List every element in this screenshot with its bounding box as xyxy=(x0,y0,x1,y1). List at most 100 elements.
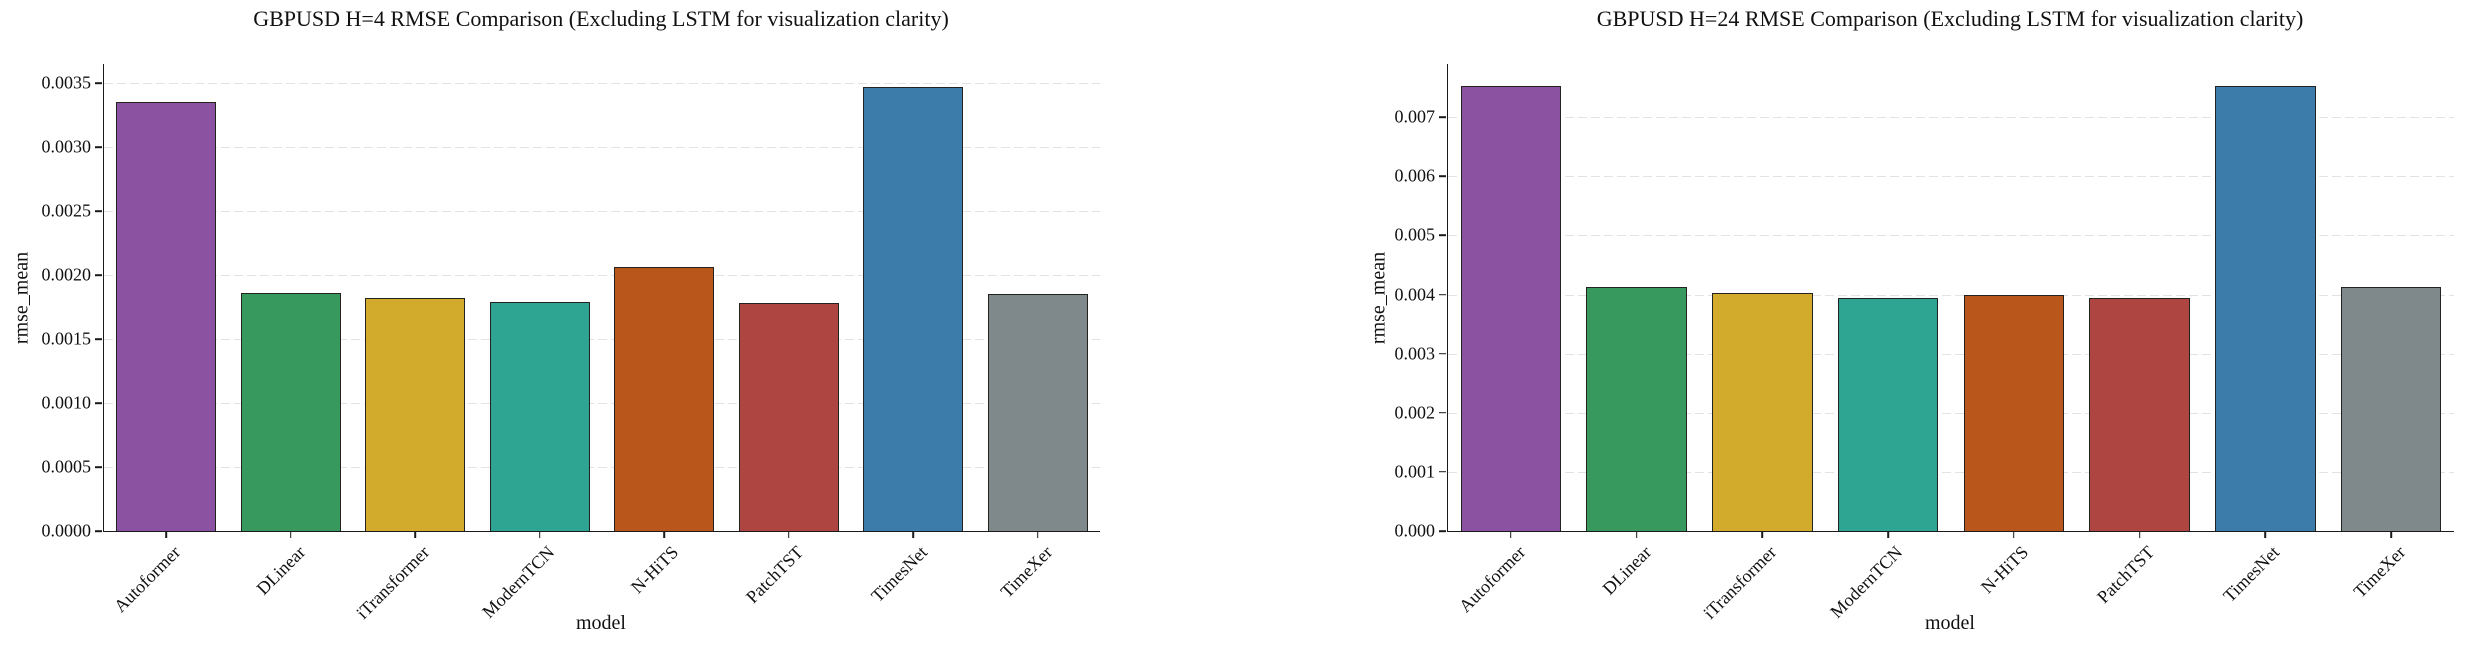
y-tick-mark xyxy=(95,530,103,532)
y-tick-mark xyxy=(1439,352,1447,355)
x-tick-mark xyxy=(1761,531,1764,538)
y-tick-mark xyxy=(95,274,103,276)
y-tick-mark xyxy=(95,210,103,212)
y-tick-mark xyxy=(1439,234,1447,237)
gridline xyxy=(1448,117,2454,119)
y-tick-mark xyxy=(1439,175,1447,178)
chart-title: GBPUSD H=4 RMSE Comparison (Excluding LS… xyxy=(253,6,949,31)
bar-patchtst xyxy=(738,303,839,531)
y-tick-label: 0.004 xyxy=(1394,284,1436,305)
bar-n-hits xyxy=(1963,294,2065,531)
bar-dlinear xyxy=(1586,286,1687,531)
y-tick-label: 0.0010 xyxy=(41,392,92,413)
y-tick-mark xyxy=(1439,293,1447,296)
bar-timexer xyxy=(987,294,1088,531)
gridline xyxy=(1448,471,2454,473)
x-tick-label: TimesNet xyxy=(867,542,932,606)
gridline xyxy=(1448,412,2454,414)
x-tick-mark xyxy=(1510,531,1512,538)
chart-title: GBPUSD H=24 RMSE Comparison (Excluding L… xyxy=(1596,6,2304,31)
x-tick-label: TimeXer xyxy=(996,542,1056,602)
bar-itransformer xyxy=(1712,292,1813,531)
x-tick-mark xyxy=(1635,531,1638,538)
x-tick-mark xyxy=(1036,531,1039,538)
plot-area: 0.0000 0.0005 0.0010 0.0015 0.0020 0.0025 0.00… xyxy=(42,64,1100,623)
x-tick-label: ModernTCN xyxy=(1826,542,1907,622)
y-tick-mark xyxy=(95,466,103,468)
bar-moderntcn xyxy=(489,301,590,531)
y-tick-label: 0.001 xyxy=(1394,461,1436,482)
x-tick-label: DLinear xyxy=(252,542,309,599)
gridline xyxy=(104,403,1100,405)
y-tick-label: 0.007 xyxy=(1394,106,1436,127)
x-tick-mark xyxy=(2390,531,2392,538)
x-tick-mark xyxy=(2138,531,2141,538)
y-axis-label: rmse_mean xyxy=(1367,251,1390,344)
bar-itransformer xyxy=(365,298,466,531)
bar-dlinear xyxy=(240,293,341,531)
bar-timesnet xyxy=(2215,85,2316,531)
gridline xyxy=(104,339,1100,341)
y-tick-label: 0.0035 xyxy=(41,72,92,93)
x-tick-label: PatchTST xyxy=(741,542,807,608)
x-tick-mark xyxy=(414,531,417,538)
x-tick-mark xyxy=(2013,531,2015,538)
x-tick-mark xyxy=(289,531,292,538)
y-tick-label: 0.006 xyxy=(1394,165,1436,186)
x-tick-label: TimeXer xyxy=(2349,542,2410,602)
gridline xyxy=(1448,353,2454,355)
y-tick-label: 0.005 xyxy=(1394,224,1436,245)
y-tick-mark xyxy=(1439,116,1447,118)
bar-autoformer xyxy=(1460,86,1562,531)
x-tick-mark xyxy=(787,531,790,538)
bar-n-hits xyxy=(614,267,715,531)
y-tick-label: 0.0015 xyxy=(41,328,92,349)
x-tick-label: N-HiTS xyxy=(1976,542,2033,598)
y-tick-mark xyxy=(1439,471,1447,473)
x-tick-label: iTransformer xyxy=(1699,542,1781,623)
y-tick-label: 0.0025 xyxy=(41,200,92,221)
x-tick-mark xyxy=(165,531,168,538)
y-tick-mark xyxy=(95,338,103,340)
bar-autoformer xyxy=(116,102,217,531)
x-tick-mark xyxy=(1887,531,1889,538)
y-tick-mark xyxy=(1439,530,1447,532)
gridline xyxy=(1448,294,2454,296)
gridline xyxy=(104,275,1100,277)
x-tick-label: Autoformer xyxy=(110,542,185,617)
x-tick-label: ModernTCN xyxy=(477,542,558,622)
y-tick-label: 0.0000 xyxy=(41,520,92,541)
x-tick-label: N-HiTS xyxy=(627,542,683,598)
y-tick-label: 0.0020 xyxy=(41,264,92,285)
bar-patchtst xyxy=(2089,298,2190,531)
y-tick-label: 0.000 xyxy=(1394,520,1436,541)
bar-timexer xyxy=(2340,287,2442,531)
gridline xyxy=(104,147,1100,149)
y-axis-label: rmse_mean xyxy=(10,251,33,344)
gridline xyxy=(104,83,1100,85)
y-tick-mark xyxy=(95,402,103,404)
y-tick-label: 0.003 xyxy=(1394,343,1436,364)
gridline xyxy=(1448,176,2454,178)
x-axis-label: model xyxy=(576,612,626,634)
x-tick-label: PatchTST xyxy=(2092,542,2158,608)
gridline xyxy=(104,467,1100,469)
y-tick-mark xyxy=(1439,411,1447,414)
x-tick-mark xyxy=(2264,531,2267,538)
plot-area: 0.000 0.001 0.002 0.003 0.004 0.005 0.006 0.007… xyxy=(1395,64,2454,623)
bar-moderntcn xyxy=(1837,297,1939,531)
y-tick-label: 0.0005 xyxy=(41,456,92,477)
y-tick-label: 0.0030 xyxy=(41,136,92,157)
x-tick-label: Autoformer xyxy=(1454,542,1530,617)
gridline xyxy=(1448,235,2454,237)
x-tick-mark xyxy=(663,531,666,538)
gridline xyxy=(104,211,1100,213)
y-tick-label: 0.002 xyxy=(1394,402,1436,423)
y-tick-mark xyxy=(95,146,103,148)
x-axis-label: model xyxy=(1925,612,1975,634)
x-tick-mark xyxy=(538,531,541,538)
bar-timesnet xyxy=(863,87,964,531)
